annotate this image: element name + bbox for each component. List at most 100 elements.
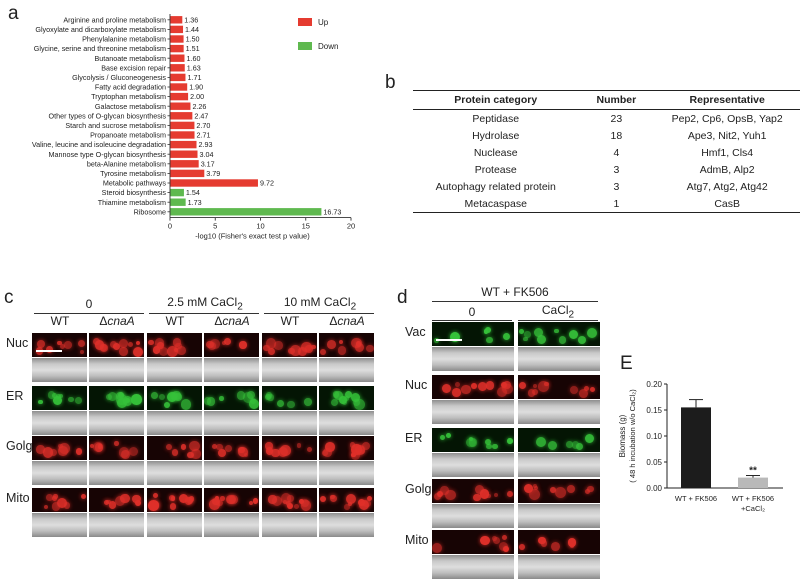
fluorescent-spot [42, 447, 54, 458]
dic-image [262, 358, 317, 382]
fluorescent-spot [501, 534, 508, 541]
y-tick-label: 0.10 [646, 432, 662, 441]
table-cell: Peptidase [472, 112, 520, 125]
fluorescence-image [147, 488, 202, 512]
value-label: 2.71 [197, 131, 211, 140]
category-label: Galactose metabolism [95, 102, 166, 111]
table-row: Autophagy related protein 3 Atg7, Atg2, At… [413, 178, 800, 195]
fluorescent-spot [531, 389, 538, 396]
legend-swatch [298, 42, 312, 50]
fluorescent-spot [454, 382, 460, 388]
scale-bar [36, 350, 62, 352]
strain-label: ΔcnaA [99, 314, 135, 328]
dic-image [432, 555, 514, 579]
fluorescent-spot [265, 338, 276, 349]
category-label: Base excision repair [101, 63, 166, 72]
fluorescent-spot [75, 448, 83, 456]
fluorescent-spot [239, 341, 247, 349]
fluorescent-spot [186, 497, 194, 505]
category-label: +CaCl₂ [741, 504, 765, 513]
fluorescent-spot [584, 433, 595, 444]
fluorescent-spot [68, 396, 74, 403]
dic-image [89, 461, 144, 485]
fluorescent-spot [475, 485, 485, 495]
fluorescent-spot [180, 399, 192, 410]
significance-label: ** [749, 466, 757, 477]
fluorescent-spot [547, 440, 558, 450]
fluorescent-spot [53, 494, 58, 499]
fluorescent-spot [498, 541, 508, 551]
bar [170, 44, 184, 53]
value-label: 16.73 [323, 207, 341, 216]
bar [170, 188, 184, 197]
table-cell: CasB [654, 195, 800, 213]
category-label: Propanoate metabolism [90, 131, 166, 140]
fluorescent-spot [492, 443, 498, 450]
fluorescent-spot [289, 345, 301, 357]
fluorescent-spot [337, 346, 346, 355]
fluorescent-spot [94, 443, 103, 452]
fluorescent-spot [118, 339, 129, 349]
fluorescent-spot [533, 485, 538, 490]
fluorescent-spot [293, 503, 300, 510]
y-tick-label: 0.15 [646, 406, 662, 415]
biomass-bar-chart: 0.00 0.05 0.10 0.15 0.20 Biomass (g)( 48 h in… [618, 380, 783, 513]
fluorescent-spot [320, 348, 327, 355]
fluorescent-spot [271, 448, 280, 458]
fluorescent-spot [263, 344, 270, 351]
dic-image [89, 411, 144, 435]
fluorescent-spot [524, 331, 531, 338]
dic-image [147, 411, 202, 435]
bar [170, 16, 183, 24]
dic-image [432, 400, 514, 424]
fluorescent-spot [325, 441, 335, 452]
fluorescent-spot [223, 337, 232, 346]
fluorescence-image [432, 375, 514, 399]
fluorescent-spot [209, 499, 220, 510]
fluorescent-spot [163, 401, 171, 409]
fluorescent-spot [100, 344, 108, 352]
fluorescent-spot [106, 394, 113, 401]
strain-label: WT [50, 314, 70, 328]
fluorescent-spot [566, 484, 575, 494]
fluorescent-spot [152, 346, 161, 354]
y-axis-title: Biomass (g)( 48 h incubation w/o CaCl₂) [618, 389, 637, 483]
category-label: Valine, leucine and isoleucine degradati… [32, 140, 166, 149]
fluorescent-spot [268, 495, 277, 504]
dic-image [518, 347, 600, 371]
fluorescent-spot [43, 504, 48, 509]
category-label: Tyrosine metabolism [100, 169, 166, 178]
fluorescent-spot [471, 382, 477, 389]
fluorescent-spot [307, 447, 313, 453]
row-label-vac: Vac [405, 325, 426, 339]
divider [432, 301, 598, 302]
category-label: Glycine, serine and threonine metabolism [34, 44, 166, 53]
condition-label: 0 [85, 297, 93, 311]
y-tick-label: 0.05 [646, 458, 662, 467]
bar [170, 54, 185, 62]
dic-image [147, 513, 202, 537]
dic-image [147, 358, 202, 382]
fluorescent-spot [501, 382, 507, 388]
dic-image [319, 461, 374, 485]
fluorescent-spot [127, 341, 133, 348]
enrichment-bar-chart: Arginine and proline metabolism 1.36 Glyox… [32, 14, 355, 240]
fluorescent-spot [363, 499, 371, 508]
fluorescent-spot [532, 383, 538, 389]
dic-image [204, 358, 259, 382]
condition-label: 2.5 mM CaCl2 [167, 295, 243, 313]
fluorescent-spot [473, 493, 481, 502]
fluorescent-spot [298, 346, 308, 356]
fluorescent-spot [59, 394, 64, 399]
row-label-er: ER [405, 431, 423, 445]
fluorescent-spot [95, 340, 105, 350]
x-tick-label: 10 [256, 222, 264, 231]
dic-image [32, 358, 87, 382]
bar [681, 407, 711, 488]
table-cell: 23 [610, 112, 623, 125]
y-axis-label-2: ( 48 h incubation w/o CaCl₂) [628, 389, 637, 483]
x-axis-label: -log10 (Fisher's exact test p value) [195, 232, 310, 240]
fluorescent-spot [250, 397, 257, 404]
fluorescent-spot [507, 438, 513, 444]
fluorescent-spot [180, 444, 186, 450]
